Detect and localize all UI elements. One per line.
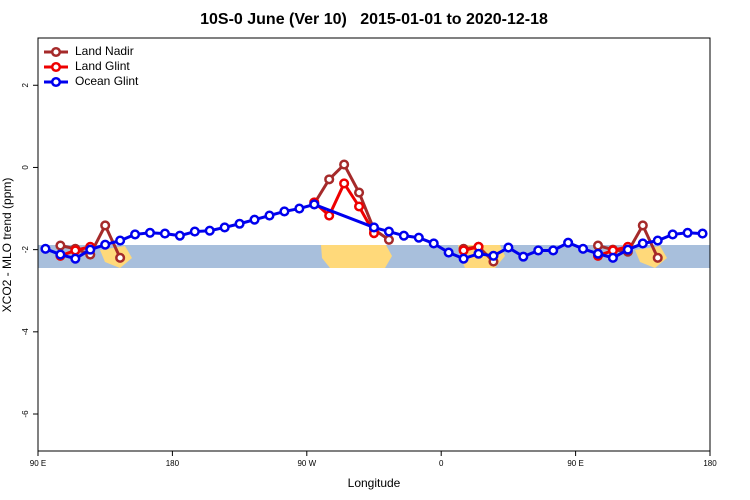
point	[324, 174, 335, 185]
x-tick-label: 90 E	[567, 459, 583, 468]
point	[518, 251, 529, 262]
point	[174, 230, 185, 241]
point	[428, 238, 439, 249]
x-axis-label: Longitude	[348, 476, 401, 490]
point	[652, 252, 663, 263]
legend-label: Land Glint	[75, 59, 130, 73]
x-tick-label: 90 W	[297, 459, 316, 468]
point	[667, 229, 678, 240]
point	[354, 201, 365, 212]
point	[533, 245, 544, 256]
legend-label: Land Nadir	[75, 44, 134, 58]
point	[488, 250, 499, 261]
point	[578, 243, 589, 254]
plot-frame	[37, 37, 711, 452]
point	[383, 226, 394, 237]
point	[473, 248, 484, 259]
point	[264, 210, 275, 221]
point	[637, 238, 648, 249]
point	[100, 239, 111, 250]
x-tick-label: 0	[439, 459, 444, 468]
point	[339, 159, 350, 170]
point	[637, 220, 648, 231]
point	[294, 203, 305, 214]
point	[652, 235, 663, 246]
x-tick-label: 180	[166, 459, 180, 468]
point	[563, 237, 574, 248]
point	[592, 240, 604, 251]
point	[55, 240, 66, 251]
legend-marker	[50, 61, 62, 73]
series-line	[59, 180, 629, 258]
point	[592, 248, 604, 259]
point	[622, 244, 633, 255]
point	[279, 206, 290, 217]
legend-marker	[50, 76, 62, 88]
point	[682, 227, 693, 238]
legend-label: Ocean Glint	[75, 74, 139, 88]
x-tick-label: 180	[703, 459, 717, 468]
point	[55, 249, 66, 260]
point	[219, 222, 230, 233]
point	[697, 228, 708, 239]
point	[324, 210, 335, 221]
point	[339, 178, 350, 189]
land	[321, 245, 392, 268]
point	[70, 245, 81, 256]
point	[443, 247, 454, 258]
point	[383, 234, 394, 245]
point	[144, 227, 156, 238]
point	[130, 229, 141, 240]
point	[458, 245, 469, 256]
y-tick-label: 0	[21, 165, 30, 170]
x-tick-label: 90 E	[30, 459, 46, 468]
point	[100, 220, 111, 231]
y-tick-label: 2	[21, 82, 30, 87]
point	[309, 199, 320, 210]
point	[234, 218, 245, 229]
point	[115, 235, 126, 246]
point	[398, 230, 409, 241]
point	[354, 187, 365, 198]
point	[159, 228, 170, 239]
y-axis-label: XCO2 - MLO trend (ppm)	[0, 178, 14, 313]
point	[413, 232, 424, 243]
point	[503, 242, 514, 253]
point	[548, 245, 559, 256]
point	[189, 226, 200, 237]
point	[115, 252, 126, 263]
point	[40, 243, 51, 254]
point	[70, 253, 81, 264]
y-tick-label: -4	[21, 328, 30, 336]
point	[458, 253, 469, 264]
point	[85, 244, 96, 255]
point	[204, 225, 215, 236]
point	[607, 252, 618, 263]
y-tick-label: -2	[21, 246, 30, 254]
chart-title: 10S-0 June (Ver 10) 2015-01-01 to 2020-1…	[200, 11, 548, 28]
point	[249, 214, 260, 225]
point	[368, 222, 380, 233]
y-tick-label: -6	[21, 410, 30, 418]
legend-marker	[50, 46, 62, 58]
